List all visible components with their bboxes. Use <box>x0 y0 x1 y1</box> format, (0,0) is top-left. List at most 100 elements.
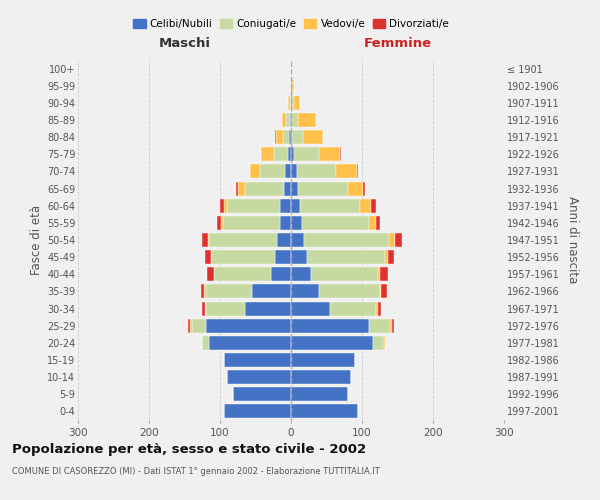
Bar <box>291 130 292 144</box>
Bar <box>380 284 381 298</box>
Bar <box>348 182 364 196</box>
Bar <box>284 182 291 196</box>
Bar <box>188 318 190 332</box>
Text: Femmine: Femmine <box>364 36 431 50</box>
Bar <box>283 130 289 144</box>
Legend: Celibi/Nubili, Coniugati/e, Vedovi/e, Divorziati/e: Celibi/Nubili, Coniugati/e, Vedovi/e, Di… <box>129 15 453 34</box>
Y-axis label: Anni di nascita: Anni di nascita <box>566 196 579 284</box>
Bar <box>206 318 291 332</box>
Bar <box>383 336 385 350</box>
Bar <box>209 336 291 350</box>
Bar <box>202 233 208 247</box>
Bar <box>291 302 330 316</box>
Bar <box>261 148 274 162</box>
Bar <box>276 130 283 144</box>
Bar <box>227 198 280 212</box>
Bar <box>303 130 323 144</box>
Bar <box>389 233 395 247</box>
Bar <box>245 302 291 316</box>
Bar <box>289 130 291 144</box>
Bar <box>298 113 316 127</box>
Bar <box>227 370 291 384</box>
Bar <box>307 250 385 264</box>
Y-axis label: Fasce di età: Fasce di età <box>29 205 43 275</box>
Bar <box>385 250 388 264</box>
Text: Popolazione per età, sesso e stato civile - 2002: Popolazione per età, sesso e stato civil… <box>12 442 366 456</box>
Bar <box>291 370 352 384</box>
Bar <box>211 250 275 264</box>
Bar <box>330 302 376 316</box>
Bar <box>205 250 211 264</box>
Bar <box>364 182 365 196</box>
Bar <box>291 233 304 247</box>
Bar <box>381 284 387 298</box>
Bar <box>298 182 348 196</box>
Bar <box>291 164 296 178</box>
Bar <box>392 318 394 332</box>
Bar <box>369 318 391 332</box>
Bar <box>379 268 380 281</box>
Bar <box>292 78 294 92</box>
Bar <box>369 216 376 230</box>
Bar <box>377 302 381 316</box>
Bar <box>371 198 376 212</box>
Bar <box>260 164 286 178</box>
Bar <box>304 233 389 247</box>
Bar <box>291 250 307 264</box>
Bar <box>206 284 252 298</box>
Bar <box>291 216 302 230</box>
Bar <box>391 318 392 332</box>
Text: COMUNE DI CASOREZZO (MI) - Dati ISTAT 1° gennaio 2002 - Elaborazione TUTTITALIA.: COMUNE DI CASOREZZO (MI) - Dati ISTAT 1°… <box>12 468 380 476</box>
Bar <box>299 198 360 212</box>
Bar <box>224 353 291 367</box>
Bar <box>206 302 245 316</box>
Text: Maschi: Maschi <box>158 36 211 50</box>
Bar <box>395 233 402 247</box>
Bar <box>224 404 291 418</box>
Bar <box>291 336 373 350</box>
Bar <box>271 268 291 281</box>
Bar <box>275 130 276 144</box>
Bar <box>202 336 209 350</box>
Bar <box>336 164 357 178</box>
Bar <box>280 216 291 230</box>
Bar <box>288 148 291 162</box>
Bar <box>208 233 209 247</box>
Bar <box>360 198 371 212</box>
Bar <box>291 404 358 418</box>
Bar <box>291 268 311 281</box>
Bar <box>202 302 205 316</box>
Bar <box>191 318 206 332</box>
Bar <box>294 148 319 162</box>
Bar <box>238 182 245 196</box>
Bar <box>294 96 299 110</box>
Bar <box>292 96 294 110</box>
Bar <box>221 216 223 230</box>
Bar <box>291 198 299 212</box>
Bar <box>376 216 380 230</box>
Bar <box>252 284 291 298</box>
Bar <box>217 216 221 230</box>
Bar <box>291 148 294 162</box>
Bar <box>290 96 291 110</box>
Bar <box>223 216 280 230</box>
Bar <box>319 148 340 162</box>
Bar <box>291 113 292 127</box>
Bar <box>291 182 298 196</box>
Bar <box>380 268 388 281</box>
Bar <box>277 233 291 247</box>
Bar <box>224 198 227 212</box>
Bar <box>286 164 291 178</box>
Bar <box>302 216 369 230</box>
Bar <box>291 353 355 367</box>
Bar <box>296 164 336 178</box>
Bar <box>220 198 224 212</box>
Bar <box>250 164 260 178</box>
Bar <box>206 268 214 281</box>
Bar <box>292 113 298 127</box>
Bar <box>290 113 291 127</box>
Bar <box>245 182 284 196</box>
Bar <box>291 78 292 92</box>
Bar <box>291 318 369 332</box>
Bar <box>288 96 290 110</box>
